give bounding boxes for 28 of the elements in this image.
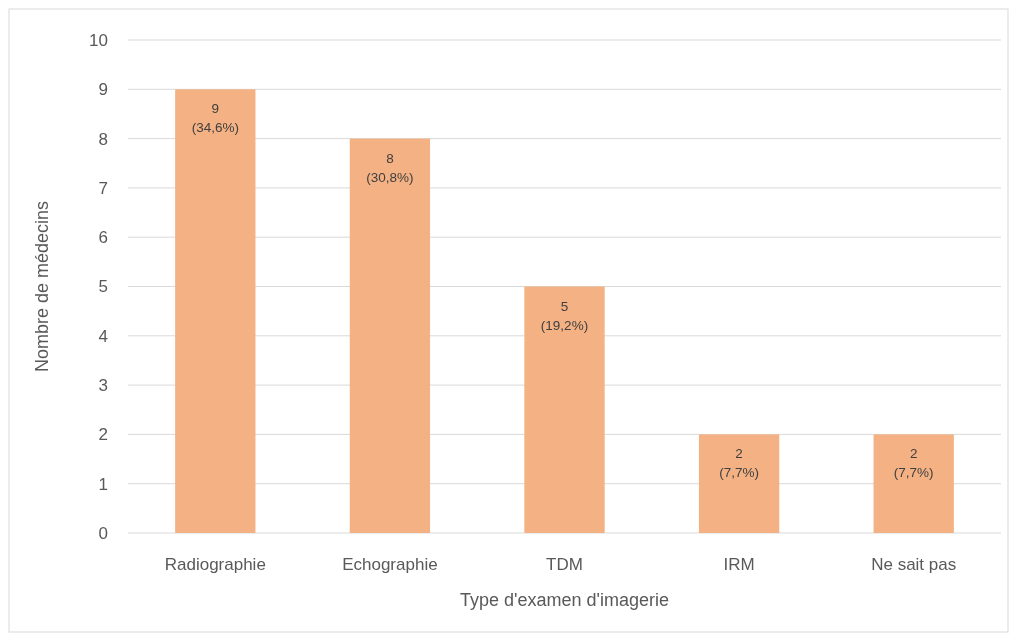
y-tick-label: 5	[98, 277, 108, 297]
y-tick-label: 7	[98, 178, 108, 198]
bar	[698, 434, 780, 533]
x-tick-label: IRM	[723, 555, 755, 574]
y-tick-label: 9	[98, 80, 108, 100]
data-label: 2 (7,7%)	[719, 446, 759, 481]
y-tick-label: 1	[98, 474, 108, 494]
data-label: 5 (19,2%)	[540, 298, 589, 333]
data-label: 9 (34,6%)	[191, 101, 239, 136]
y-tick-label: 6	[98, 228, 108, 248]
data-label: 2 (7,7%)	[893, 446, 934, 481]
y-tick-label: 10	[89, 30, 108, 50]
y-tick-label: 0	[98, 523, 108, 543]
x-tick-label: Echographie	[342, 555, 438, 574]
x-axis-title: Type d'examen d'imagerie	[460, 590, 669, 610]
bar	[175, 89, 256, 533]
data-label: 8 (30,8%)	[366, 150, 414, 185]
y-tick-label: 8	[98, 129, 108, 149]
bar	[873, 434, 954, 533]
x-tick-label: Radiographie	[164, 555, 266, 574]
y-tick-label: 3	[98, 376, 108, 396]
bar	[349, 138, 431, 533]
y-tick-label: 4	[98, 326, 108, 346]
x-tick-label: Ne sait pas	[871, 555, 957, 574]
y-axis-title: Nombre de médecins	[32, 200, 52, 373]
bar	[524, 286, 605, 533]
x-tick-label: TDM	[546, 555, 583, 574]
y-tick-label: 2	[98, 425, 108, 445]
